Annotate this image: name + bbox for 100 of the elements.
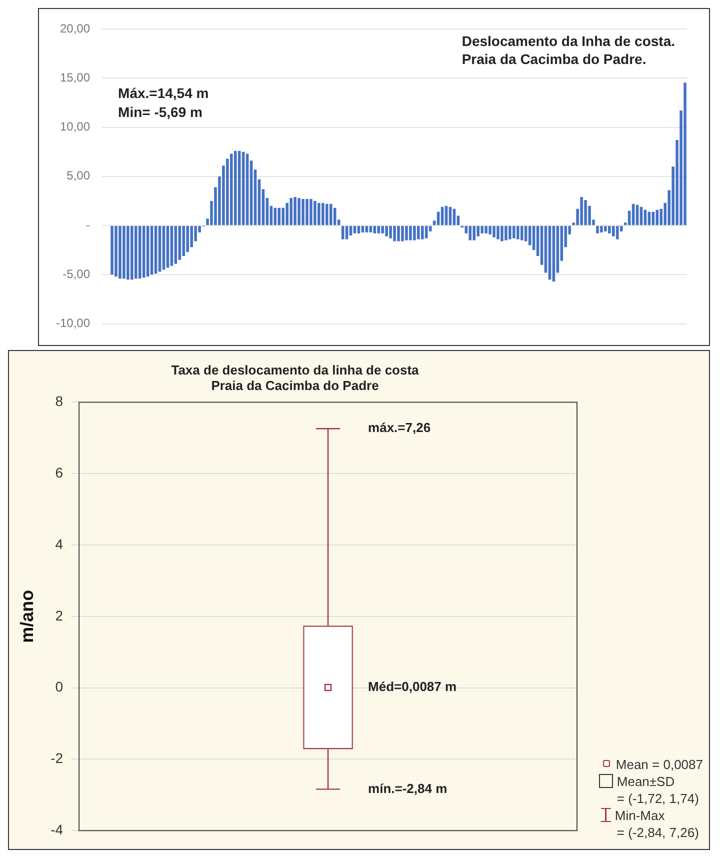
bar <box>345 226 348 240</box>
annotation: Máx.=14,54 m <box>118 84 209 101</box>
text: Min-Max = (-2,84, 7,26) <box>614 808 700 841</box>
bar <box>548 226 552 280</box>
bar <box>472 226 476 240</box>
bar <box>110 226 114 275</box>
bar <box>512 226 516 238</box>
bar <box>361 226 364 232</box>
annotation: máx.=7,26 <box>368 420 431 436</box>
bar <box>322 202 324 226</box>
bar <box>310 199 312 226</box>
bar <box>302 199 304 226</box>
bar <box>381 226 384 234</box>
annotation: mín.=-2,84 m <box>368 780 448 796</box>
bar <box>484 226 488 234</box>
bar <box>306 199 308 226</box>
text: Praia da Cacimba do Padre. <box>462 50 646 67</box>
bar <box>508 226 512 240</box>
bar <box>616 226 619 240</box>
chart-subtitle: Praia da Cacimba do Padre <box>211 378 379 393</box>
bar <box>166 226 170 268</box>
chart-title: Deslocamento da Inha de costa. <box>462 32 675 49</box>
bar <box>138 226 142 279</box>
y-tick-label: 5,00 <box>66 168 90 183</box>
text: Mean±SD = (-1,72, 1,74) <box>616 774 700 807</box>
annotation: Méd=0,0087 m <box>368 679 457 694</box>
bar <box>424 226 428 238</box>
annotation: Min= -5,69 m <box>118 104 202 120</box>
y-tick-label: 0 <box>55 678 64 695</box>
bar <box>584 200 587 226</box>
bar <box>230 154 233 226</box>
bar <box>377 226 380 234</box>
bar <box>552 226 556 282</box>
bar <box>397 226 400 242</box>
bar <box>389 226 392 238</box>
bar <box>373 226 376 234</box>
bar <box>409 226 412 240</box>
bar <box>294 197 296 226</box>
bar <box>496 226 500 240</box>
bar <box>520 226 524 240</box>
y-tick-label: 20,00 <box>60 21 90 36</box>
bar <box>126 226 130 280</box>
bar <box>405 226 408 240</box>
text: Mean = 0,0087 <box>616 757 703 772</box>
bar <box>114 226 118 277</box>
bar <box>476 226 480 236</box>
bar <box>178 226 182 260</box>
y-tick-label: 4 <box>55 536 64 552</box>
bar <box>580 197 583 226</box>
bar <box>500 226 504 242</box>
bar <box>608 226 611 234</box>
bar <box>142 226 146 278</box>
bar <box>417 226 420 240</box>
bar <box>162 226 166 270</box>
bar <box>298 198 300 226</box>
bar <box>174 226 178 264</box>
bar <box>290 198 292 226</box>
bar <box>314 200 316 226</box>
bar <box>118 226 122 279</box>
bar <box>369 226 372 232</box>
y-tick-label: -2 <box>50 750 64 766</box>
y-tick-label: 8 <box>55 393 64 410</box>
bar <box>612 226 615 236</box>
bar <box>604 226 607 232</box>
bar <box>234 150 237 226</box>
bar <box>420 226 424 240</box>
bar <box>488 226 492 234</box>
y-tick-label: - <box>86 218 90 232</box>
bar <box>182 226 186 256</box>
bar <box>684 82 686 226</box>
bar <box>365 226 368 232</box>
bar <box>130 226 134 280</box>
y-axis-title: m/ano <box>16 590 37 643</box>
bar <box>596 226 599 234</box>
y-tick-label: -5,00 <box>62 266 90 281</box>
bar <box>468 226 472 240</box>
bar <box>146 226 150 277</box>
y-tick-label: 6 <box>55 464 64 480</box>
y-tick-label: -10,00 <box>56 316 90 330</box>
bar <box>325 204 328 226</box>
bar <box>401 226 404 242</box>
bar <box>393 226 396 242</box>
bar <box>524 226 528 242</box>
bar <box>278 208 281 226</box>
y-tick-label: -4 <box>50 821 64 838</box>
bar <box>353 226 356 234</box>
bar <box>357 226 360 234</box>
bar <box>504 226 508 240</box>
bar <box>385 226 388 236</box>
bar <box>492 226 496 238</box>
bar <box>134 226 138 279</box>
bar <box>480 226 484 234</box>
bar <box>413 226 416 240</box>
bar <box>341 226 344 240</box>
chart-title: Taxa de deslocamento da linha de costa <box>171 362 420 378</box>
bar <box>318 202 320 226</box>
bar <box>170 226 174 266</box>
bar <box>516 226 520 240</box>
bar <box>329 204 332 226</box>
bar <box>186 226 190 252</box>
